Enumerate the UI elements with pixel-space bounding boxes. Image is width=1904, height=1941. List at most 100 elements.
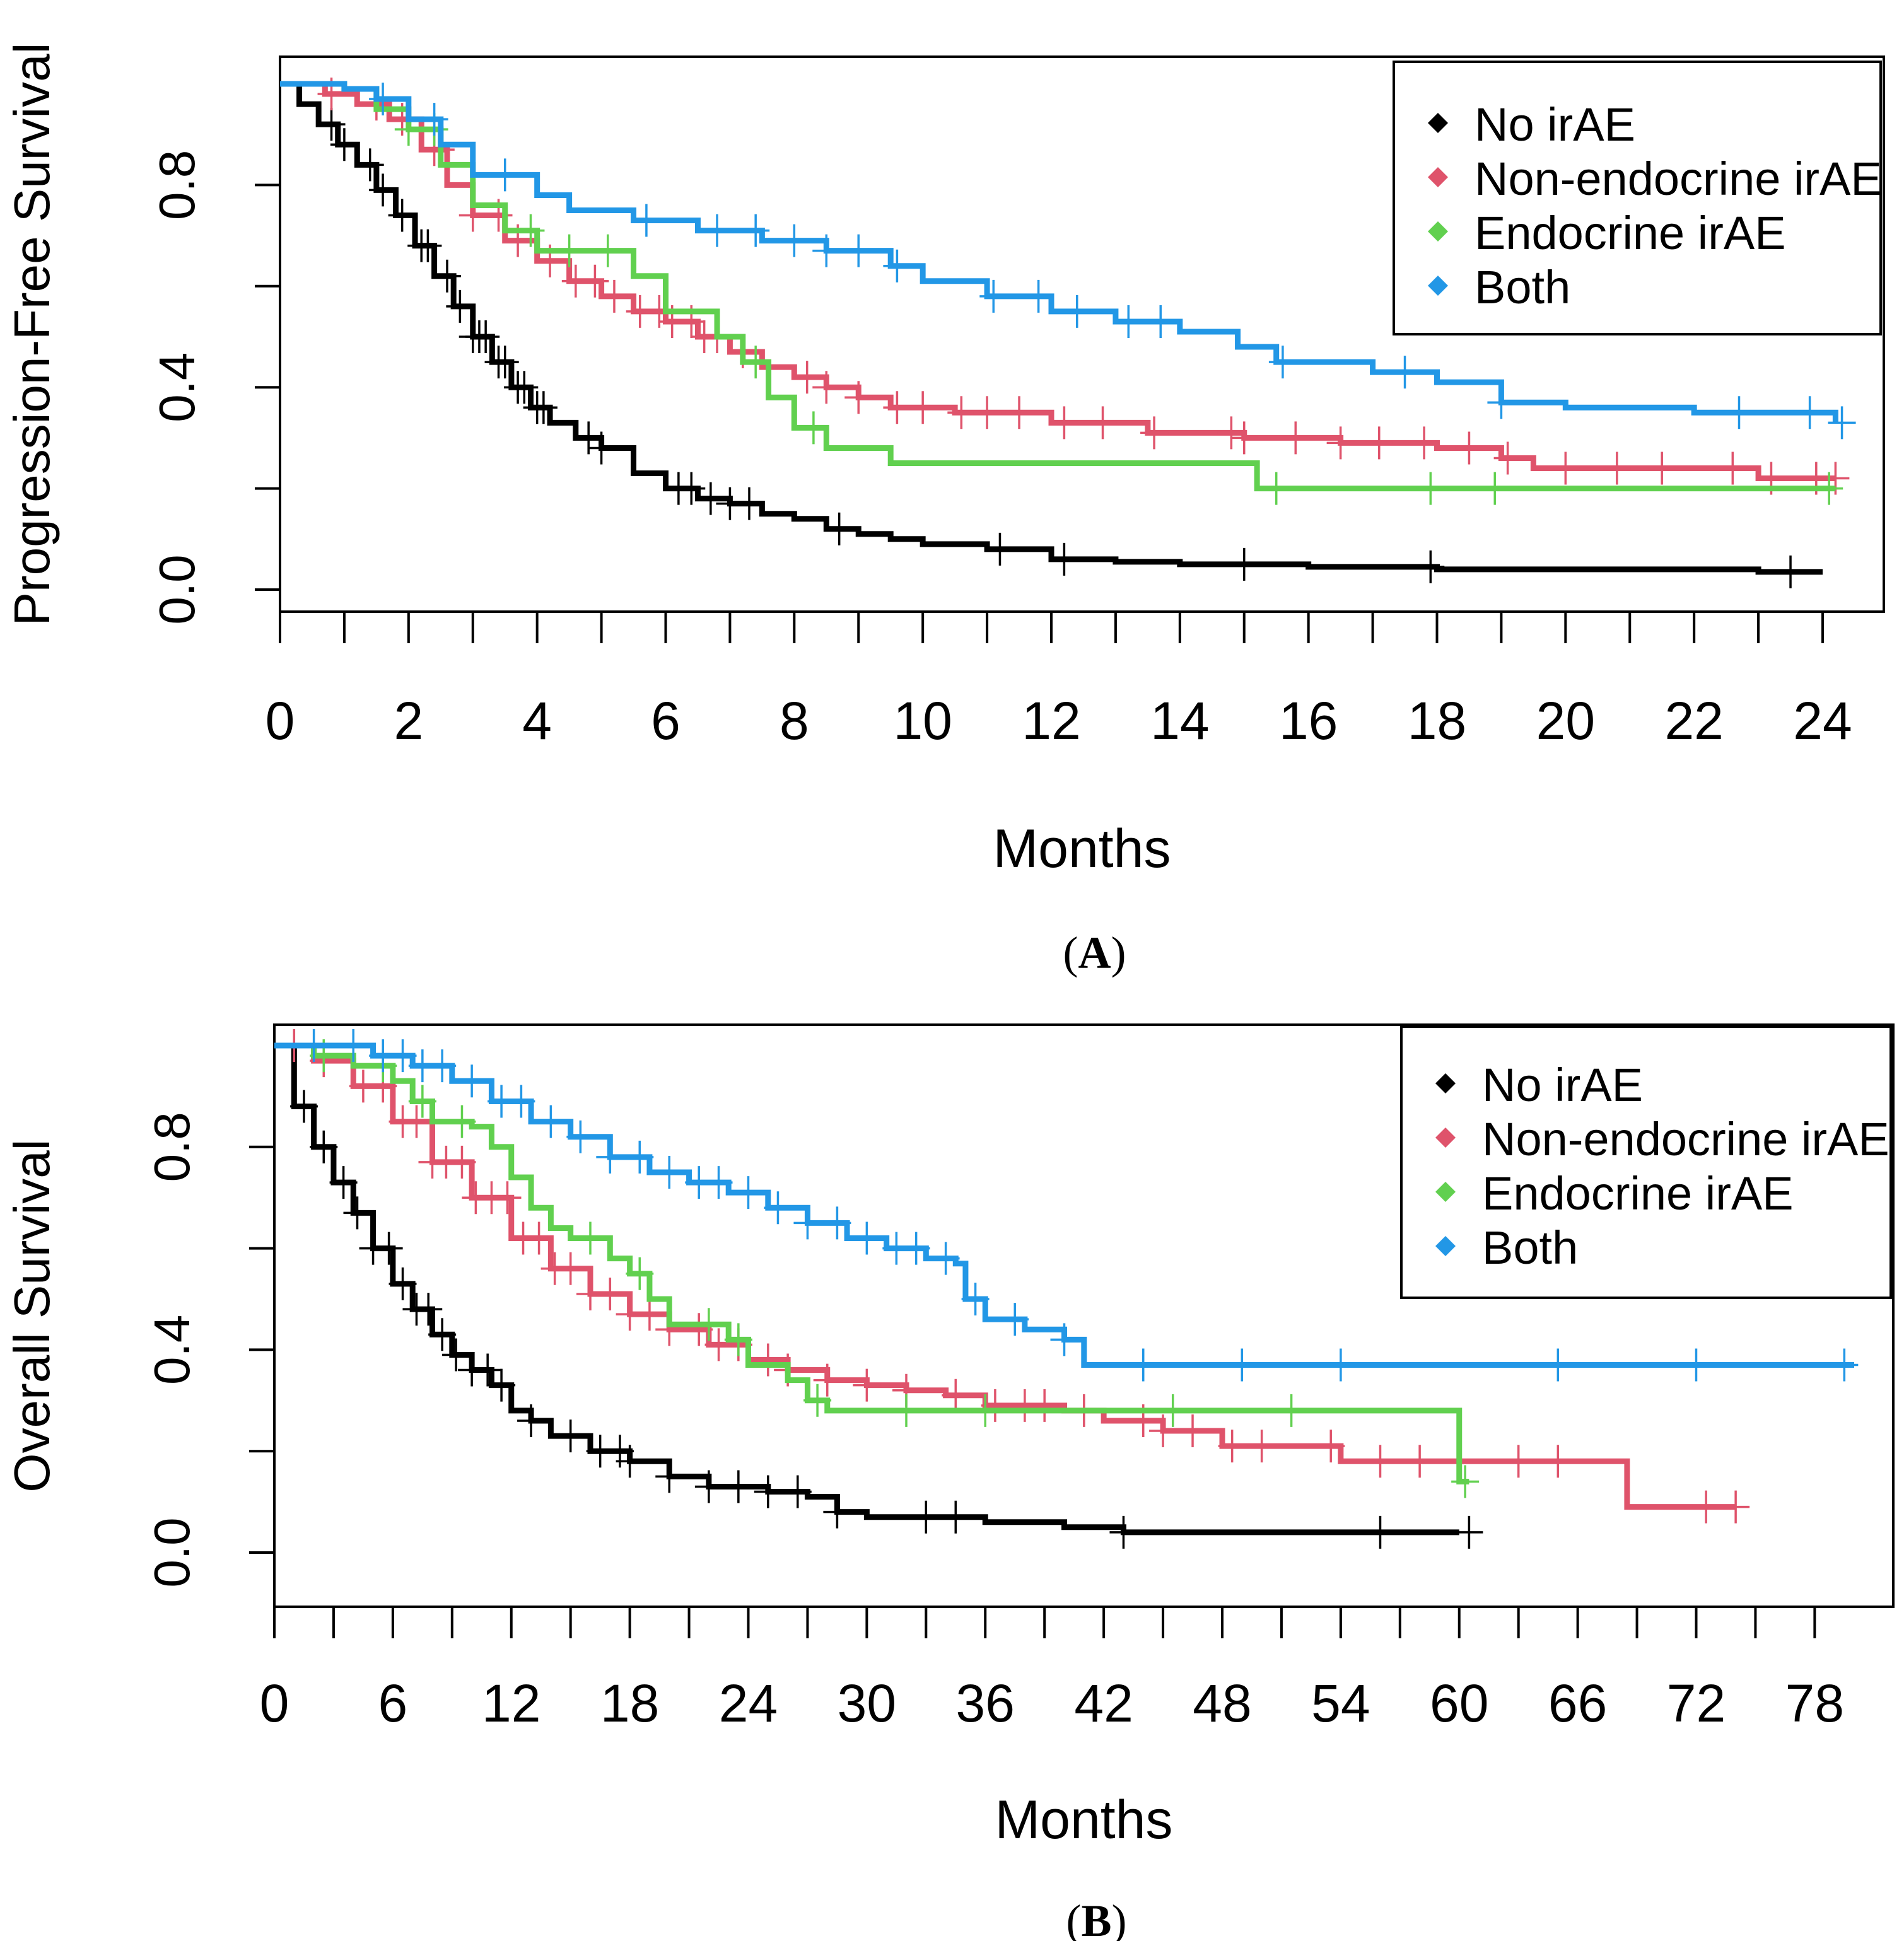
censor-mark <box>388 1039 417 1073</box>
y-tick-label: 0.8 <box>149 150 205 220</box>
censor-mark <box>446 289 474 323</box>
series-no-irae <box>280 81 1823 588</box>
censor-mark <box>799 411 827 445</box>
censor-mark <box>844 234 873 267</box>
censor-mark <box>1391 356 1419 389</box>
censor-mark <box>1366 1445 1394 1478</box>
censor-mark <box>1050 406 1078 440</box>
censor-mark <box>555 234 583 267</box>
censor-mark <box>1217 416 1246 450</box>
censor-mark <box>1024 279 1053 313</box>
x-tick-label: 78 <box>1785 1674 1844 1733</box>
censor-mark <box>1493 441 1522 475</box>
censor-mark <box>1366 1515 1394 1549</box>
censor-mark <box>414 1293 443 1326</box>
censor-mark <box>575 421 603 455</box>
x-tick-label: 18 <box>1408 691 1466 750</box>
censor-mark <box>1089 406 1117 440</box>
censor-mark <box>1777 555 1805 588</box>
censor-mark <box>556 1252 585 1285</box>
censor-mark <box>1365 426 1393 460</box>
censor-mark <box>909 391 937 424</box>
censor-mark <box>694 1470 723 1503</box>
censor-mark <box>356 148 384 182</box>
legend-item: No irAE <box>1428 98 1635 151</box>
x-tick-label: 6 <box>651 691 680 750</box>
censor-mark <box>369 83 397 116</box>
censor-mark <box>1682 1348 1710 1382</box>
censor-mark <box>458 1064 486 1098</box>
censor-mark <box>626 1140 654 1174</box>
survival-curve <box>280 81 1838 423</box>
censor-mark <box>369 173 397 207</box>
censor-mark <box>616 1445 644 1478</box>
censor-mark <box>1114 305 1143 338</box>
censor-mark <box>892 1394 920 1427</box>
plot-frame <box>273 1023 1895 1608</box>
censor-mark <box>632 204 660 237</box>
censor-mark <box>734 1176 762 1209</box>
x-tick-label: 14 <box>1150 691 1209 750</box>
censor-mark <box>1149 1414 1177 1448</box>
censor-mark <box>883 391 911 424</box>
censor-mark <box>488 1368 516 1402</box>
censor-mark <box>556 1419 585 1453</box>
censor-mark <box>289 1090 318 1123</box>
censor-mark <box>510 371 539 404</box>
x-axis-label: Months <box>993 819 1171 879</box>
panel-label: (B) <box>1066 1896 1127 1941</box>
panel-label-open: ( <box>1063 928 1078 978</box>
censor-mark <box>1603 452 1631 485</box>
censor-mark <box>961 1283 990 1315</box>
series-no-irae <box>274 1042 1483 1549</box>
censor-mark <box>1326 1348 1355 1382</box>
legend-item: Non-endocrine irAE <box>1435 1113 1889 1165</box>
censor-mark <box>812 234 841 267</box>
censor-mark <box>448 1105 476 1138</box>
censor-mark <box>1487 386 1516 419</box>
censor-mark <box>803 1384 832 1417</box>
censor-mark <box>1247 1430 1276 1463</box>
censor-mark <box>1796 396 1824 429</box>
y-tick-label: 0.4 <box>149 353 205 423</box>
censor-mark <box>853 1221 881 1255</box>
censor-mark <box>1455 1515 1483 1549</box>
censor-mark <box>1830 1348 1859 1382</box>
censor-mark <box>1725 396 1753 429</box>
censor-mark <box>1147 305 1175 338</box>
censor-mark <box>947 396 976 429</box>
x-tick-label: 24 <box>719 1674 778 1733</box>
censor-mark <box>942 1379 970 1412</box>
x-tick-label: 0 <box>260 1674 289 1733</box>
legend-box <box>1400 1025 1892 1299</box>
x-tick-label: 8 <box>780 691 809 750</box>
censor-mark <box>1815 472 1843 505</box>
censor-mark <box>754 1475 782 1508</box>
censor-mark <box>793 361 821 394</box>
censor-mark <box>517 214 545 247</box>
censor-mark <box>1544 1445 1572 1478</box>
censor-mark <box>844 381 873 414</box>
censor-mark <box>414 229 442 262</box>
censor-mark <box>537 1105 565 1138</box>
censor-mark <box>703 214 732 247</box>
x-tick-label: 6 <box>378 1674 408 1733</box>
censor-mark <box>493 1181 522 1215</box>
censor-mark <box>388 1267 417 1300</box>
censor-mark <box>825 512 853 545</box>
censor-mark <box>587 431 616 465</box>
censor-mark <box>823 1495 851 1529</box>
censor-mark <box>1282 421 1310 455</box>
censor-mark <box>428 1049 457 1083</box>
censor-mark <box>1179 1414 1207 1448</box>
censor-mark <box>1544 1348 1572 1382</box>
x-tick-label: 72 <box>1667 1674 1726 1733</box>
censor-mark <box>1050 542 1078 576</box>
panel-label-close: ) <box>1111 928 1126 978</box>
legend-marker <box>1435 1182 1456 1202</box>
censor-mark <box>764 1191 792 1225</box>
x-tick-label: 12 <box>1022 691 1080 750</box>
x-tick-label: 0 <box>266 691 295 750</box>
